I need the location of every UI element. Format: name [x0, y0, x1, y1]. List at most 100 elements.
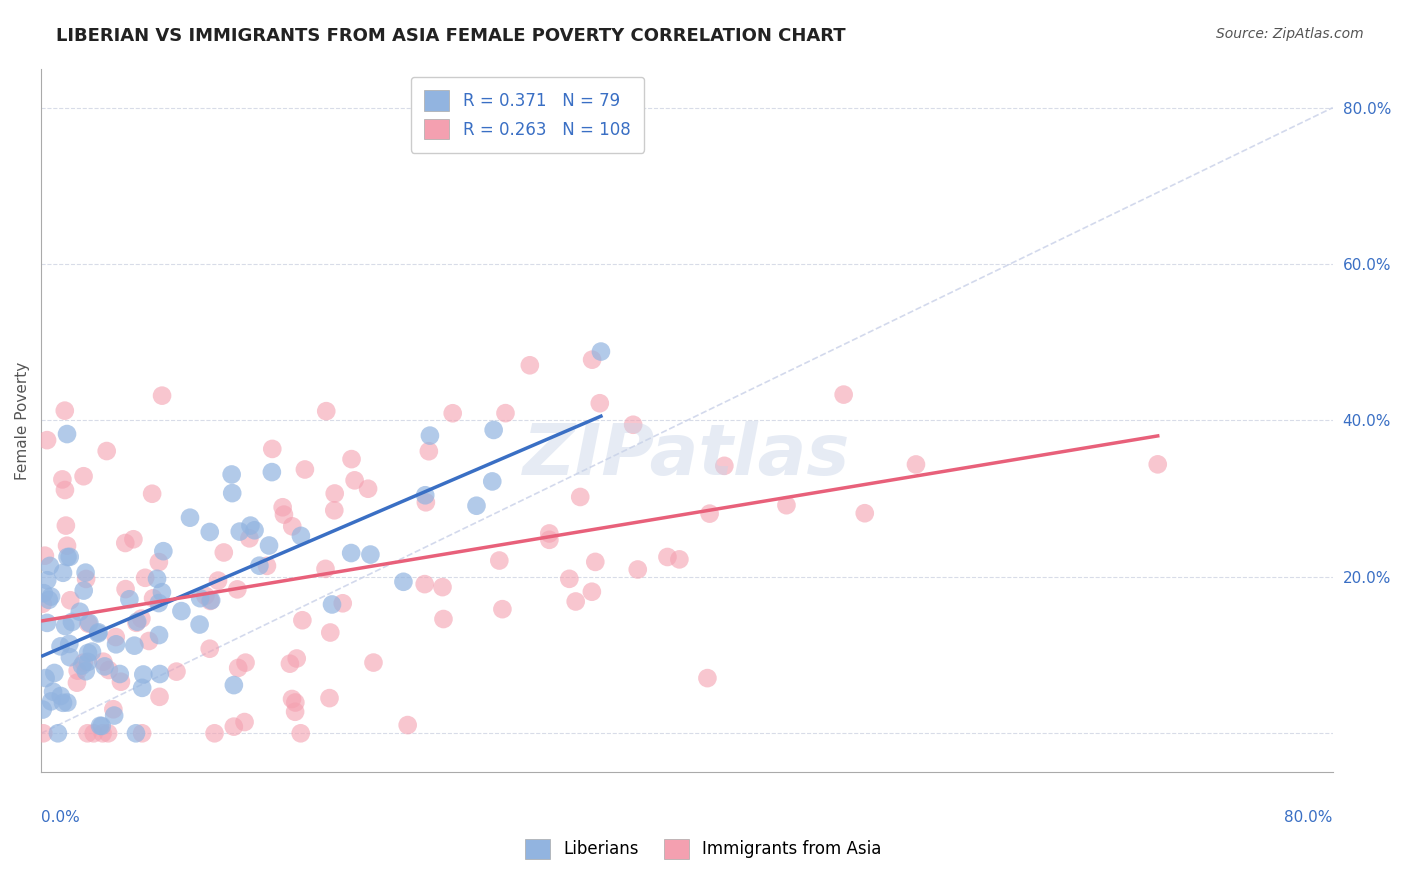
Point [77, 655, 100, 669]
Point [284, 696, 307, 710]
Point [56, 427, 79, 442]
Point [204, 726, 226, 740]
Point [419, 428, 441, 442]
Point [77, 646, 100, 660]
Point [39, 694, 62, 708]
Point [291, 613, 314, 627]
Point [696, 671, 718, 685]
Point [235, 656, 257, 670]
Point [59, 650, 82, 665]
Point [58, 637, 80, 651]
Point [142, 591, 165, 606]
Text: Source: ZipAtlas.com: Source: ZipAtlas.com [1216, 27, 1364, 41]
Point [198, 524, 221, 539]
Point [558, 572, 581, 586]
Point [281, 519, 304, 533]
Point [229, 524, 252, 539]
Point [60, 615, 83, 629]
Point [538, 526, 561, 541]
Text: LIBERIAN VS IMMIGRANTS FROM ASIA FEMALE POVERTY CORRELATION CHART: LIBERIAN VS IMMIGRANTS FROM ASIA FEMALE … [56, 27, 846, 45]
Point [221, 486, 243, 500]
Point [131, 611, 153, 625]
Point [73, 656, 96, 670]
Point [97, 726, 120, 740]
Point [38, 592, 60, 607]
Point [131, 726, 153, 740]
Point [75, 665, 97, 679]
Point [59, 593, 82, 607]
Point [114, 536, 136, 550]
Point [49, 640, 72, 654]
Point [39, 590, 62, 604]
Point [247, 558, 270, 573]
Point [69, 605, 91, 619]
Point [150, 585, 173, 599]
Point [52, 696, 75, 710]
Point [32, 586, 55, 600]
Point [413, 488, 436, 502]
Point [34, 549, 56, 563]
Point [319, 625, 342, 640]
Point [77, 616, 100, 631]
Point [44, 665, 66, 680]
Point [657, 549, 679, 564]
Point [56, 549, 79, 564]
Point [73, 583, 96, 598]
Point [392, 574, 415, 589]
Point [170, 604, 193, 618]
Point [198, 641, 221, 656]
Point [125, 726, 148, 740]
Point [413, 577, 436, 591]
Point [332, 596, 354, 610]
Point [80, 644, 103, 658]
Point [226, 582, 249, 597]
Point [260, 465, 283, 479]
Point [627, 562, 650, 576]
Point [141, 487, 163, 501]
Text: 80.0%: 80.0% [1285, 810, 1333, 825]
Point [150, 389, 173, 403]
Point [87, 626, 110, 640]
Point [775, 498, 797, 512]
Point [148, 690, 170, 704]
Y-axis label: Female Poverty: Female Poverty [15, 361, 30, 480]
Point [271, 500, 294, 515]
Point [343, 474, 366, 488]
Point [243, 523, 266, 537]
Point [79, 615, 101, 630]
Point [432, 612, 454, 626]
Point [581, 584, 603, 599]
Point [668, 552, 690, 566]
Point [72, 469, 94, 483]
Point [853, 506, 876, 520]
Point [32, 726, 55, 740]
Point [278, 657, 301, 671]
Point [221, 467, 243, 482]
Point [194, 589, 217, 603]
Point [200, 593, 222, 607]
Point [76, 726, 98, 740]
Point [152, 544, 174, 558]
Point [56, 539, 79, 553]
Point [122, 533, 145, 547]
Point [37, 573, 59, 587]
Point [91, 726, 114, 740]
Point [42, 684, 65, 698]
Point [294, 462, 316, 476]
Point [103, 702, 125, 716]
Point [415, 495, 437, 509]
Point [233, 714, 256, 729]
Point [315, 562, 337, 576]
Point [138, 634, 160, 648]
Point [262, 442, 284, 456]
Point [432, 580, 454, 594]
Point [131, 681, 153, 695]
Point [491, 602, 513, 616]
Point [132, 667, 155, 681]
Point [357, 482, 380, 496]
Point [108, 667, 131, 681]
Point [51, 472, 73, 486]
Point [285, 651, 308, 665]
Point [589, 344, 612, 359]
Point [124, 639, 146, 653]
